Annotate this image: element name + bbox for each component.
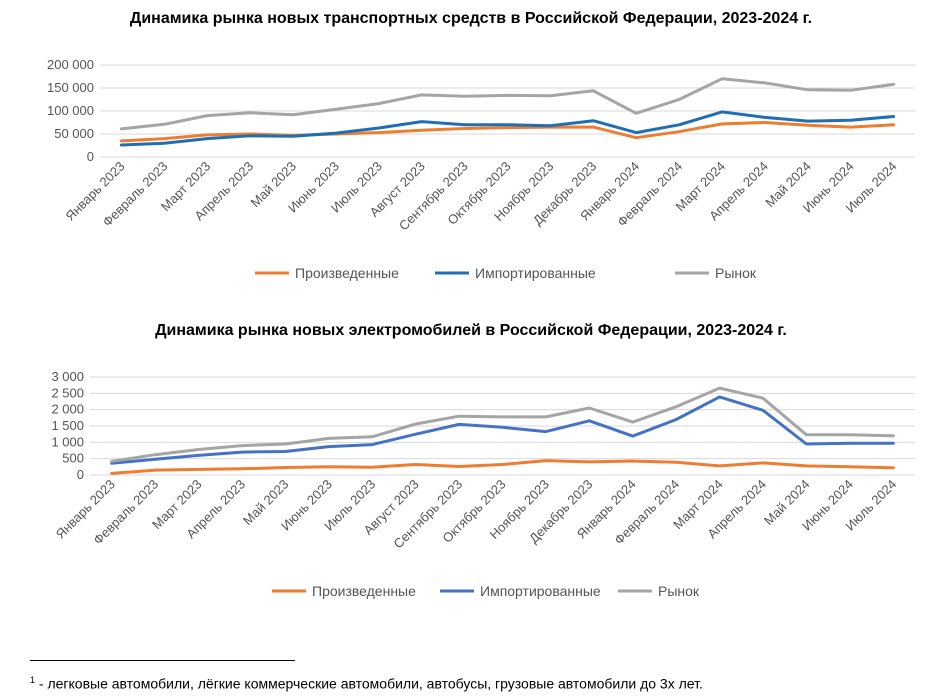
y-tick-label: 0 — [87, 149, 94, 164]
y-tick-label: 2 500 — [51, 385, 84, 400]
legend-label: Рынок — [715, 265, 757, 281]
y-tick-label: 50 000 — [54, 126, 94, 141]
footnote: 1 - легковые автомобили, лёгкие коммерче… — [30, 675, 703, 692]
y-tick-label: 1 000 — [51, 434, 84, 449]
y-tick-label: 500 — [62, 451, 84, 466]
legend-label: Рынок — [658, 583, 700, 599]
chart-2-title: Динамика рынка новых электромобилей в Ро… — [155, 322, 787, 339]
footnote-divider — [30, 660, 295, 661]
series-line — [119, 121, 896, 143]
y-tick-label: 1 500 — [51, 418, 84, 433]
legend-label: Импортированные — [480, 583, 601, 599]
footnote-text: - легковые автомобили, лёгкие коммерческ… — [35, 675, 703, 692]
legend-label: Импортированные — [475, 265, 596, 281]
y-tick-label: 100 000 — [47, 103, 94, 118]
y-tick-label: 150 000 — [47, 80, 94, 95]
series-line — [119, 77, 896, 131]
y-tick-label: 2 000 — [51, 402, 84, 417]
footnote-marker: 1 — [30, 675, 36, 685]
series-line — [119, 110, 896, 147]
legend-label: Произведенные — [312, 583, 416, 599]
y-tick-label: 200 000 — [47, 57, 94, 72]
legend-label: Произведенные — [295, 265, 399, 281]
series-line — [110, 459, 895, 475]
series-line — [110, 386, 895, 463]
series-line — [110, 395, 895, 465]
y-tick-label: 0 — [77, 467, 84, 482]
y-tick-label: 3 000 — [51, 369, 84, 384]
chart-1-title: Динамика рынка новых транспортных средст… — [129, 10, 813, 27]
